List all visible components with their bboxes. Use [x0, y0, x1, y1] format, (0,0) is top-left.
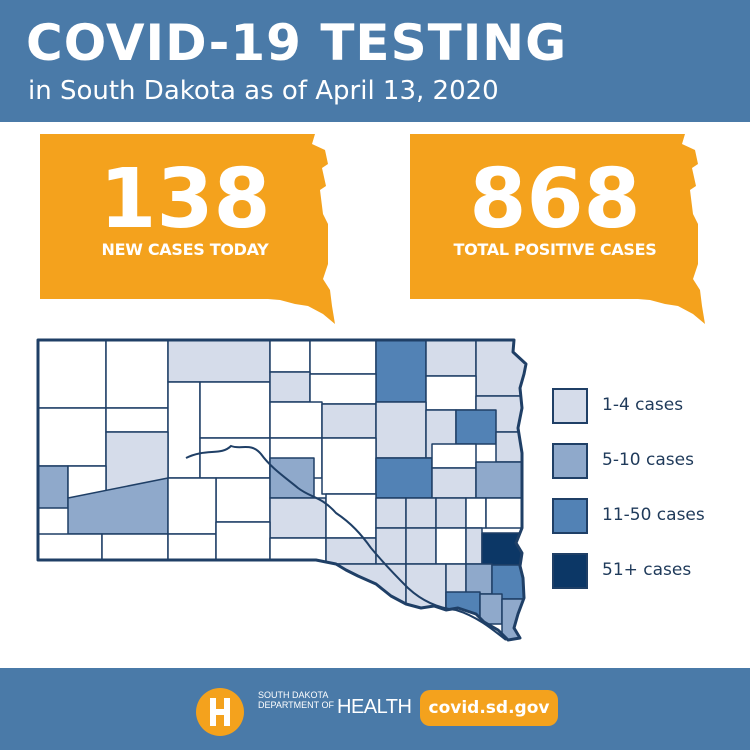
- county: [269, 371, 311, 403]
- county: [309, 340, 377, 375]
- county: [375, 497, 407, 529]
- legend-item: 1-4 cases: [552, 388, 742, 428]
- header-banner: COVID-19 TESTING in South Dakota as of A…: [0, 0, 750, 122]
- total-cases-value: 868: [469, 152, 641, 247]
- org-line2: DEPARTMENT OF: [258, 700, 335, 710]
- legend-label: 5-10 cases: [602, 450, 694, 470]
- county: [325, 537, 377, 565]
- county: [105, 340, 169, 409]
- county: [375, 457, 433, 499]
- legend-item: 51+ cases: [552, 553, 742, 593]
- new-cases-value: 138: [99, 152, 271, 247]
- county: [199, 437, 271, 479]
- county: [167, 340, 271, 383]
- county: [38, 340, 107, 409]
- website-link[interactable]: covid.sd.gov: [420, 690, 558, 726]
- sd-health-logo-icon: [196, 688, 244, 736]
- county: [465, 527, 483, 565]
- county: [455, 409, 497, 445]
- legend-swatch: [552, 498, 588, 534]
- county: [269, 340, 311, 373]
- county: [309, 373, 377, 405]
- county: [38, 407, 107, 467]
- county: [375, 401, 427, 459]
- county: [38, 465, 69, 509]
- footer-banner: [0, 668, 750, 750]
- stat-new-cases: 138 NEW CASES TODAY: [40, 134, 340, 324]
- org-health-wordmark: HEALTH: [337, 696, 412, 718]
- county: [465, 497, 487, 529]
- county: [215, 477, 271, 523]
- page-subtitle: in South Dakota as of April 13, 2020: [28, 76, 499, 106]
- legend-label: 51+ cases: [602, 560, 692, 580]
- sd-state-shape-icon: [40, 134, 335, 324]
- county: [269, 401, 323, 439]
- org-line1: SOUTH DAKOTA: [258, 690, 329, 700]
- total-cases-label: TOTAL POSITIVE CASES: [453, 240, 657, 259]
- state-outline: [36, 338, 528, 642]
- county: [405, 527, 437, 565]
- legend-label: 11-50 cases: [602, 505, 705, 525]
- county: [269, 457, 315, 499]
- county: [215, 521, 271, 565]
- new-cases-label: NEW CASES TODAY: [101, 240, 269, 259]
- county: [425, 340, 477, 377]
- county: [425, 375, 477, 411]
- county: [431, 443, 477, 469]
- legend-swatch: [552, 553, 588, 589]
- county: [105, 407, 169, 433]
- county: [431, 467, 477, 499]
- county: [435, 527, 467, 565]
- legend-swatch: [552, 443, 588, 479]
- sd-state-shape-icon: [410, 134, 705, 324]
- county: [321, 437, 377, 495]
- org-name-small: SOUTH DAKOTA DEPARTMENT OF: [258, 690, 334, 710]
- county-map: [36, 338, 536, 658]
- legend-label: 1-4 cases: [602, 395, 684, 415]
- county: [465, 563, 493, 595]
- county: [199, 381, 271, 439]
- county: [321, 403, 377, 439]
- legend-swatch: [552, 388, 588, 424]
- county: [435, 497, 467, 529]
- legend-item: 11-50 cases: [552, 498, 742, 538]
- county: [485, 497, 525, 529]
- county: [167, 381, 201, 479]
- county: [325, 493, 377, 539]
- county: [269, 497, 327, 539]
- county: [167, 477, 217, 535]
- county: [405, 497, 437, 529]
- page-title: COVID-19 TESTING: [26, 14, 568, 72]
- county: [475, 461, 525, 499]
- stat-total-cases: 868 TOTAL POSITIVE CASES: [410, 134, 710, 324]
- county: [375, 340, 427, 403]
- legend-item: 5-10 cases: [552, 443, 742, 483]
